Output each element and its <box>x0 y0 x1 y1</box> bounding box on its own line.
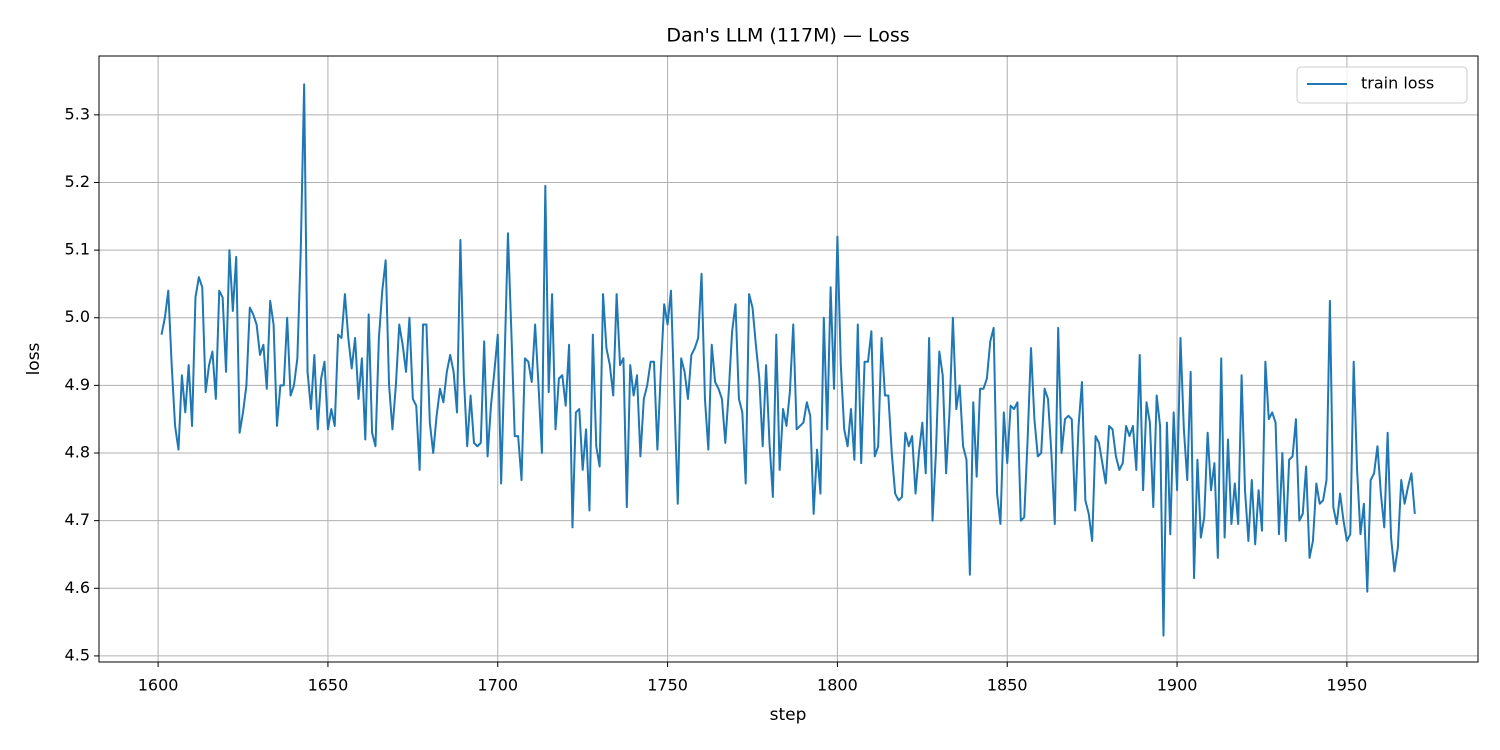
x-tick-label: 1950 <box>1327 676 1368 695</box>
chart-title: Dan's LLM (117M) — Loss <box>666 25 909 47</box>
y-tick-label: 4.9 <box>65 375 90 394</box>
legend-label: train loss <box>1361 74 1434 93</box>
y-tick-label: 5.1 <box>65 240 90 259</box>
y-tick-label: 4.7 <box>65 510 90 529</box>
y-tick-label: 4.6 <box>65 578 90 597</box>
x-tick-label: 1700 <box>477 676 518 695</box>
y-tick-label: 4.5 <box>65 645 90 664</box>
y-axis-label: loss <box>24 342 44 375</box>
plot-frame <box>98 55 1479 663</box>
y-tick-label: 5.0 <box>65 307 90 326</box>
y-tick-label: 5.3 <box>65 104 90 123</box>
x-tick-label: 1600 <box>138 676 179 695</box>
x-tick-label: 1650 <box>308 676 349 695</box>
x-tick-label: 1750 <box>647 676 688 695</box>
x-tick-label: 1800 <box>817 676 858 695</box>
x-tick-label: 1900 <box>1157 676 1198 695</box>
y-tick-label: 4.8 <box>65 443 90 462</box>
data-line <box>160 83 1416 637</box>
legend-box <box>1296 66 1468 104</box>
y-tick-label: 5.2 <box>65 172 90 191</box>
x-tick-label: 1850 <box>987 676 1028 695</box>
x-axis-label: step <box>770 705 807 725</box>
